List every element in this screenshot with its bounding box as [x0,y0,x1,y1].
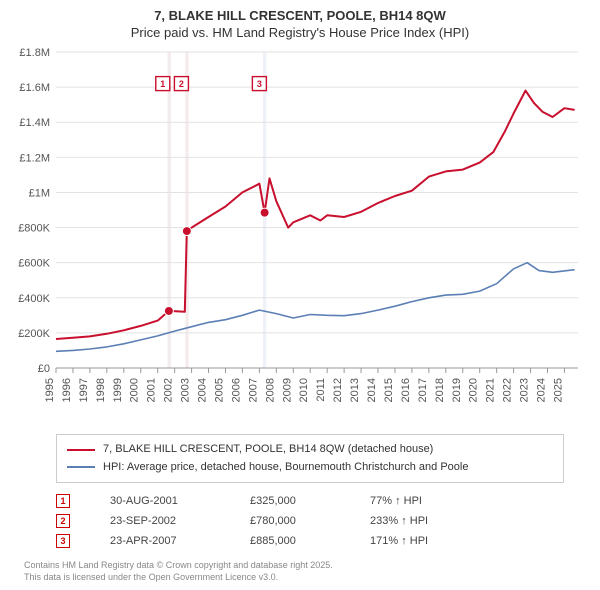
x-axis-label: 2011 [315,378,327,402]
x-axis-label: 2006 [230,378,242,402]
transaction-hpi: 77% ↑ HPI [370,495,460,507]
marker-label-number: 1 [160,79,165,89]
x-axis-label: 1999 [112,378,124,402]
x-axis-label: 2024 [535,378,547,402]
transaction-hpi: 171% ↑ HPI [370,535,460,547]
transactions-table: 1 30-AUG-2001 £325,000 77% ↑ HPI 2 23-SEP-200… [56,491,564,551]
x-axis-label: 2023 [519,378,531,402]
x-axis-label: 2007 [247,378,259,402]
x-axis-label: 1998 [95,378,107,402]
legend-label: 7, BLAKE HILL CRESCENT, POOLE, BH14 8QW … [103,441,433,459]
shaded-band [168,52,171,368]
legend: 7, BLAKE HILL CRESCENT, POOLE, BH14 8QW … [56,434,564,483]
plot-bg [12,48,588,428]
transaction-marker-id: 3 [56,534,70,548]
y-axis-label: £0 [38,363,50,375]
x-axis-label: 2012 [332,378,344,402]
x-axis-label: 1997 [78,378,90,402]
y-axis-label: £1.4M [19,117,50,129]
transaction-price: £780,000 [250,515,330,527]
x-axis-label: 2000 [129,378,141,402]
x-axis-label: 2003 [180,378,192,402]
y-axis-label: £800K [18,223,50,235]
legend-row: 7, BLAKE HILL CRESCENT, POOLE, BH14 8QW … [67,441,553,459]
x-axis-label: 2015 [383,378,395,402]
transaction-hpi: 233% ↑ HPI [370,515,460,527]
y-axis-label: £1.8M [19,48,50,59]
x-axis-label: 2002 [163,378,175,402]
x-axis-label: 1996 [61,378,73,402]
y-axis-label: £1.6M [19,82,50,94]
marker-label-number: 2 [179,79,184,89]
x-axis-label: 2004 [197,378,209,402]
x-axis-label: 1995 [44,378,56,402]
x-axis-label: 2005 [213,378,225,402]
x-axis-label: 2022 [502,378,514,402]
title-line-2: Price paid vs. HM Land Registry's House … [12,25,588,40]
transaction-price: £885,000 [250,535,330,547]
transaction-row: 3 23-APR-2007 £885,000 171% ↑ HPI [56,531,564,551]
transaction-row: 1 30-AUG-2001 £325,000 77% ↑ HPI [56,491,564,511]
price-chart: £0 £200K £400K £600K £800K £1M £1.2M £1.4M £1.6M… [12,48,588,428]
y-axis-label: £1.2M [19,152,50,164]
x-axis-label: 2018 [434,378,446,402]
x-axis-label: 2001 [146,378,158,402]
legend-swatch [67,449,95,451]
legend-row: HPI: Average price, detached house, Bour… [67,459,553,477]
transaction-point [260,208,269,217]
transaction-date: 23-SEP-2002 [110,515,210,527]
transaction-date: 23-APR-2007 [110,535,210,547]
y-axis-label: £600K [18,258,50,270]
chart-titles: 7, BLAKE HILL CRESCENT, POOLE, BH14 8QW … [12,8,588,40]
y-axis-label: £1M [29,187,50,199]
transaction-row: 2 23-SEP-2002 £780,000 233% ↑ HPI [56,511,564,531]
title-line-1: 7, BLAKE HILL CRESCENT, POOLE, BH14 8QW [12,8,588,23]
x-axis-label: 2013 [349,378,361,402]
transaction-marker-id: 2 [56,514,70,528]
chart-container: £0 £200K £400K £600K £800K £1M £1.2M £1.4M £1.6M… [12,48,588,428]
transaction-price: £325,000 [250,495,330,507]
y-axis-label: £200K [18,328,50,340]
transaction-date: 30-AUG-2001 [110,495,210,507]
x-axis-label: 2021 [485,378,497,402]
footer-line-1: Contains HM Land Registry data © Crown c… [24,559,576,571]
transaction-marker-id: 1 [56,494,70,508]
footer-attribution: Contains HM Land Registry data © Crown c… [24,559,576,583]
shaded-band [185,52,188,368]
y-axis-label: £400K [18,293,50,305]
x-axis-label: 2025 [552,378,564,402]
x-axis-label: 2020 [468,378,480,402]
legend-swatch [67,466,95,468]
marker-label-number: 3 [257,79,262,89]
x-axis-label: 2014 [366,378,378,402]
transaction-point [164,306,173,315]
x-axis-label: 2016 [400,378,412,402]
x-axis-label: 2010 [298,378,310,402]
footer-line-2: This data is licensed under the Open Gov… [24,571,576,583]
x-axis-label: 2019 [451,378,463,402]
x-axis-label: 2008 [264,378,276,402]
legend-label: HPI: Average price, detached house, Bour… [103,459,468,477]
x-axis-label: 2017 [417,378,429,402]
x-axis-label: 2009 [281,378,293,402]
transaction-point [182,227,191,236]
